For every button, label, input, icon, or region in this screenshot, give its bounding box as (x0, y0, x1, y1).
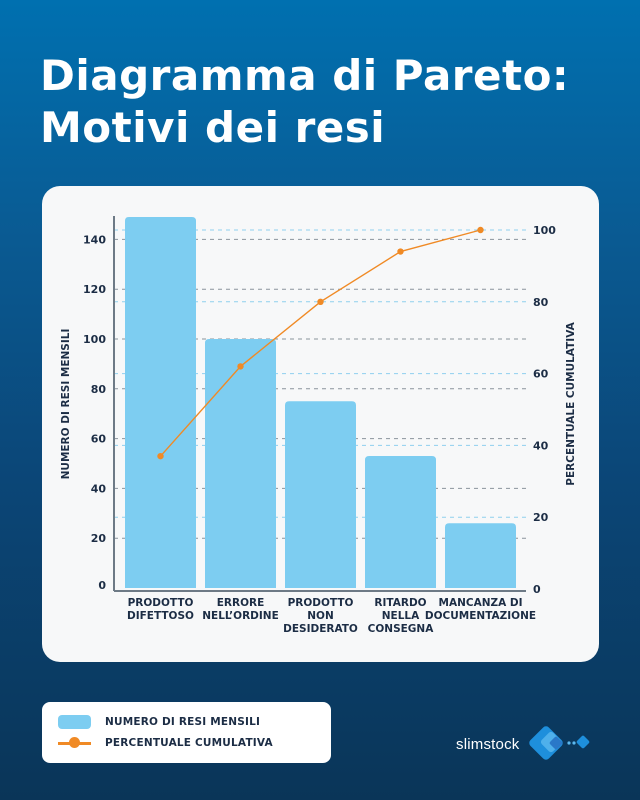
bar (365, 456, 436, 588)
category-label: PRODOTTO (128, 597, 194, 609)
y2-tick-label: 0 (533, 583, 541, 596)
page-title: Diagramma di Pareto: Motivi dei resi (40, 50, 569, 154)
bar-swatch-icon (58, 715, 91, 729)
line-point (477, 226, 484, 234)
legend-label: NUMERO DI RESI MENSILI (105, 716, 261, 728)
y2-axis-title: PERCENTUALE CUMULATIVA (565, 321, 577, 485)
category-label: NON (307, 610, 334, 622)
category-label: DESIDERATO (283, 623, 358, 635)
legend-label: PERCENTUALE CUMULATIVA (105, 737, 273, 749)
y2-tick-label: 60 (533, 368, 549, 381)
chart-legend: NUMERO DI RESI MENSILI PERCENTUALE CUMUL… (42, 702, 331, 763)
legend-item-bars: NUMERO DI RESI MENSILI (58, 712, 260, 732)
brand-name: slimstock (456, 735, 520, 753)
bar (285, 401, 356, 588)
bar (125, 216, 196, 589)
pareto-chart: 020406080100120140020406080100PRODOTTODI… (60, 216, 577, 635)
line-marker-icon (58, 736, 91, 750)
category-label: CONSEGNA (368, 623, 435, 635)
y-tick-label: 120 (83, 283, 106, 296)
category-label: ERRORE (217, 597, 265, 609)
diamond-logo-icon (529, 726, 590, 760)
title-line-1: Diagramma di Pareto: (40, 51, 570, 100)
y-tick-label: 100 (83, 333, 106, 346)
brand-logo: slimstock (456, 722, 593, 766)
chart-card: 0 20 40 60 80 100 120 140 0 20 40 60 80 100 PRODOTTO DI… (42, 186, 599, 662)
line-point (317, 298, 324, 305)
category-label: RITARDO (374, 597, 426, 609)
category-label: MANCANZA DI (439, 597, 523, 609)
y2-tick-label: 80 (533, 296, 549, 309)
line-point (237, 363, 244, 370)
bar (205, 339, 276, 588)
y2-tick-label: 40 (533, 439, 549, 452)
y-tick-label: 20 (91, 532, 107, 545)
y2-tick-label: 100 (533, 224, 556, 237)
y2-tick-label: 20 (533, 511, 549, 524)
y-tick-label: 60 (91, 433, 107, 446)
legend-item-line: PERCENTUALE CUMULATIVA (58, 733, 273, 753)
category-label: NELL’ORDINE (202, 610, 279, 622)
y-axis-title: NUMERO DI RESI MENSILI (60, 329, 72, 480)
category-label: NELLA (382, 610, 420, 622)
category-label: DOCUMENTAZIONE (425, 610, 536, 622)
y-tick-label: 140 (83, 233, 106, 246)
line-point (157, 452, 164, 460)
y-tick-label: 0 (98, 579, 106, 592)
title-line-2: Motivi dei resi (40, 103, 386, 152)
line-point (397, 248, 404, 255)
bar (445, 523, 516, 588)
y-tick-label: 40 (91, 482, 107, 495)
category-label: DIFETTOSO (127, 610, 194, 622)
category-label: PRODOTTO (288, 597, 354, 609)
y-tick-label: 80 (91, 383, 107, 396)
